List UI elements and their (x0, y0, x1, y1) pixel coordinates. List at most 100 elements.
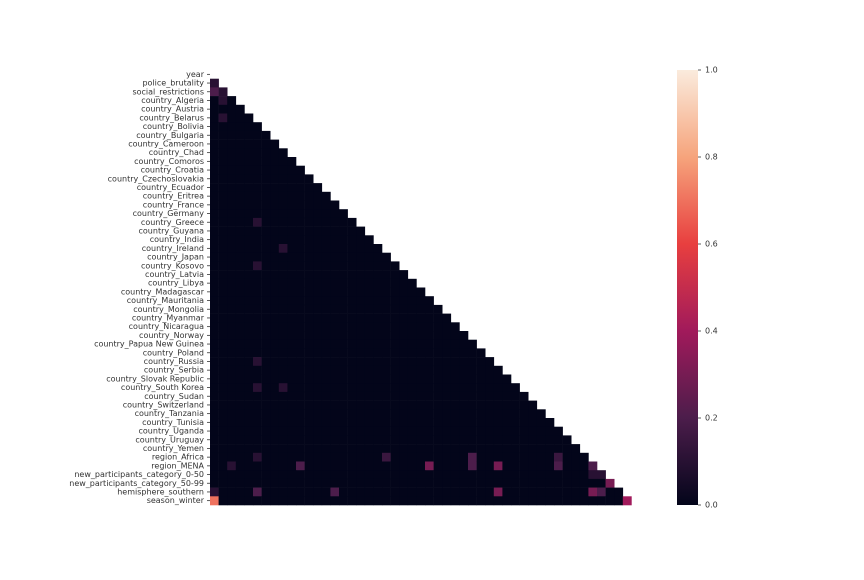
heatmap-cell (287, 191, 297, 201)
heatmap-cell (407, 357, 417, 367)
heatmap-cell (244, 426, 254, 436)
heatmap-cell (261, 252, 271, 262)
heatmap-cell (390, 322, 400, 332)
heatmap-cell (597, 470, 606, 480)
heatmap-cell (253, 217, 262, 227)
y-tick-label: new_participants_category_50-99 (69, 479, 204, 488)
heatmap-cell (459, 383, 469, 393)
heatmap-cell (382, 339, 391, 349)
heatmap-cell (227, 357, 237, 367)
y-tick-label: country_Ecuador (137, 183, 205, 192)
heatmap-cell (304, 217, 314, 227)
heatmap-cell (416, 331, 426, 340)
y-tick-label: country_Eritrea (143, 192, 204, 201)
heatmap-cell (253, 435, 262, 445)
heatmap-cell (210, 191, 219, 201)
heatmap-cell (425, 322, 434, 332)
heatmap-cell (235, 426, 245, 436)
heatmap-cell (493, 400, 503, 410)
heatmap-cell (270, 209, 280, 219)
heatmap-cell (545, 452, 555, 462)
heatmap-cell (502, 435, 512, 445)
heatmap-cell (459, 496, 469, 506)
heatmap-cell (390, 339, 400, 349)
heatmap-cell (339, 496, 348, 506)
heatmap-cell (210, 270, 219, 280)
heatmap-cell (270, 487, 280, 497)
heatmap-cell (485, 391, 495, 401)
heatmap-cell (287, 174, 297, 184)
heatmap-cell (304, 313, 314, 323)
y-tick-label: year (186, 70, 205, 79)
heatmap-cell (356, 461, 366, 471)
heatmap-cell (450, 400, 460, 410)
heatmap-cell (244, 383, 254, 393)
heatmap-cell (244, 331, 254, 340)
heatmap-cell (330, 409, 340, 419)
heatmap-cell (364, 383, 374, 393)
y-tick-label: country_Algeria (141, 96, 204, 105)
heatmap-cell (416, 426, 426, 436)
heatmap-cell (373, 426, 383, 436)
heatmap-cell (485, 365, 495, 375)
heatmap-cell (364, 278, 374, 288)
heatmap-cell (511, 435, 520, 445)
heatmap-cell (347, 470, 357, 480)
heatmap-cell (433, 452, 443, 462)
heatmap-cell (304, 191, 314, 201)
heatmap-cell (278, 217, 288, 227)
heatmap-cell (382, 313, 391, 323)
heatmap-cell (450, 461, 460, 471)
heatmap-cell (287, 296, 297, 306)
heatmap-cell (339, 391, 348, 401)
heatmap-cell (235, 148, 245, 158)
heatmap-cell (382, 278, 391, 288)
heatmap-cell (579, 452, 589, 462)
heatmap-cell (261, 400, 271, 410)
heatmap-cell (425, 313, 434, 323)
heatmap-cell (399, 435, 409, 445)
y-tick-label: country_Yemen (143, 444, 204, 453)
heatmap-cell (321, 452, 331, 462)
heatmap-cell (227, 435, 237, 445)
heatmap-cell (227, 331, 237, 340)
heatmap-cell (235, 339, 245, 349)
heatmap-cell (450, 435, 460, 445)
heatmap-cell (425, 418, 434, 427)
heatmap-cell (235, 435, 245, 445)
heatmap-cell (382, 461, 391, 471)
heatmap-cell (261, 487, 271, 497)
heatmap-cell (270, 261, 280, 271)
heatmap-cell (210, 426, 219, 436)
heatmap-cell (296, 183, 305, 193)
heatmap-cell (588, 487, 598, 497)
heatmap-cell (519, 452, 529, 462)
y-tick-label: country_Serbia (144, 366, 204, 375)
heatmap-cell (356, 235, 366, 245)
heatmap-cell (210, 461, 219, 471)
heatmap-cell (390, 357, 400, 367)
heatmap-cell (287, 461, 297, 471)
heatmap-cell (227, 409, 237, 419)
heatmap-cell (218, 296, 228, 306)
heatmap-cell (450, 391, 460, 401)
heatmap-cell (218, 400, 228, 410)
heatmap-cell (270, 252, 280, 262)
heatmap-cell (416, 339, 426, 349)
heatmap-cell (347, 365, 357, 375)
heatmap-cell (227, 296, 237, 306)
heatmap-cell (356, 252, 366, 262)
heatmap-cell (476, 435, 486, 445)
y-tick-label: region_Africa (152, 453, 204, 462)
heatmap-cell (210, 357, 219, 367)
heatmap-cell (210, 235, 219, 245)
heatmap-cell (554, 435, 563, 445)
heatmap-cell (390, 313, 400, 323)
heatmap-cell (321, 435, 331, 445)
heatmap-cell (433, 418, 443, 427)
heatmap-cell (218, 418, 228, 427)
heatmap-cell (339, 348, 348, 358)
heatmap-cell (235, 357, 245, 367)
heatmap-cell (373, 331, 383, 340)
